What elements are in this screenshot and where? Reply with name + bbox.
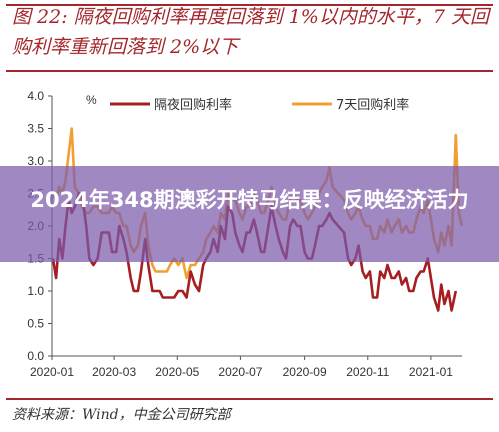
y-tick-label: 3.5 [27, 122, 44, 136]
source-note: 资料来源：Wind，中金公司研究部 [12, 407, 231, 423]
title-bottom-rule [6, 70, 493, 72]
x-tick-label: 2020-09 [283, 365, 327, 379]
y-tick-label: 4.0 [27, 89, 44, 103]
y-tick-label: 3.0 [27, 154, 44, 168]
y-unit-label: % [86, 93, 97, 107]
x-tick-label: 2020-01 [30, 365, 74, 379]
y-tick-label: 0.0 [27, 349, 44, 363]
figure-title: 图 22: 隔夜回购利率再度回落到 1%以内的水平，7 天回购利率重新回落到 2… [12, 6, 489, 58]
x-tick-label: 2020-11 [346, 365, 389, 379]
legend-label: 隔夜回购利率 [154, 97, 232, 113]
legend-label: 7天回购利率 [336, 97, 409, 113]
source-rule [6, 398, 493, 400]
y-tick-label: 1.0 [27, 284, 44, 298]
x-tick-label: 2020-03 [92, 365, 136, 379]
y-tick-label: 0.5 [27, 317, 44, 331]
headline-text: 2024年348期澳彩开特马结果：反映经济活力 [30, 188, 469, 212]
x-tick-label: 2020-05 [155, 365, 199, 379]
title-top-rule [6, 4, 493, 6]
x-tick-label: 2020-07 [218, 365, 262, 379]
x-tick-label: 2021-01 [409, 365, 453, 379]
legend: 隔夜回购利率 7天回购利率 [110, 97, 409, 113]
headline-banner: 2024年348期澳彩开特马结果：反映经济活力 [0, 166, 499, 262]
